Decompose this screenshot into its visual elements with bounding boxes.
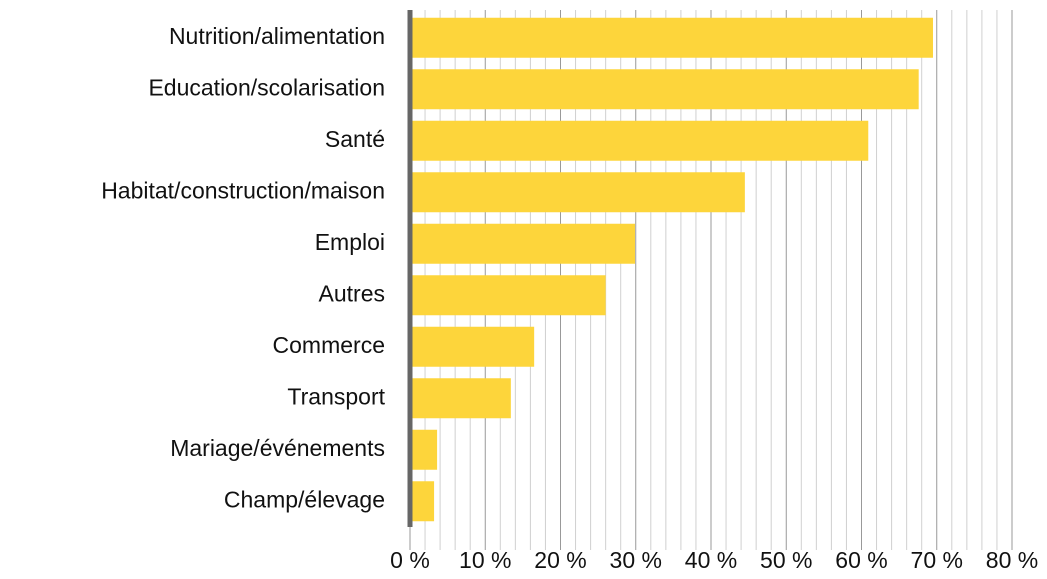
x-tick-label: 60 % — [835, 547, 887, 573]
x-tick-label: 50 % — [760, 547, 812, 573]
bar — [410, 223, 635, 264]
y-tick-label: Nutrition/alimentation — [169, 23, 385, 49]
bar — [410, 69, 919, 110]
y-tick-label: Mariage/événements — [170, 435, 385, 461]
x-tick-label: 20 % — [534, 547, 586, 573]
y-tick-label: Santé — [325, 126, 385, 152]
bar — [410, 326, 535, 367]
y-tick-label: Habitat/construction/maison — [101, 177, 385, 203]
y-tick-label: Transport — [287, 383, 385, 409]
bar — [410, 275, 606, 316]
bar — [410, 429, 438, 470]
x-tick-label: 70 % — [911, 547, 963, 573]
bar — [410, 172, 745, 213]
bar — [410, 481, 435, 522]
bar — [410, 17, 933, 58]
x-tick-label: 0 % — [390, 547, 430, 573]
x-tick-label: 40 % — [685, 547, 737, 573]
y-tick-label: Education/scolarisation — [148, 74, 385, 100]
y-tick-label: Champ/élevage — [224, 486, 385, 512]
x-tick-label: 10 % — [459, 547, 511, 573]
bar — [410, 120, 869, 161]
x-tick-label: 80 % — [986, 547, 1038, 573]
y-tick-label: Emploi — [315, 229, 385, 255]
bar — [410, 378, 511, 419]
y-tick-label: Commerce — [273, 332, 385, 358]
x-tick-label: 30 % — [610, 547, 662, 573]
y-tick-label: Autres — [319, 280, 385, 306]
